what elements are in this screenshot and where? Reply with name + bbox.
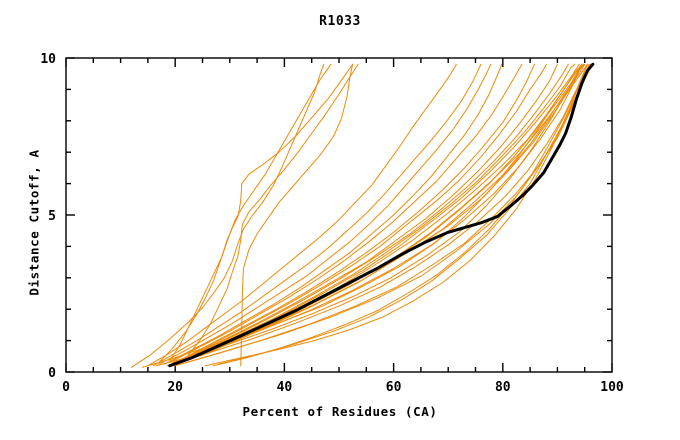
series-line	[131, 63, 325, 368]
y-tick-label: 0	[48, 366, 56, 381]
y-tick-label: 5	[48, 209, 56, 224]
series-line	[174, 63, 535, 364]
data-series-group	[131, 62, 595, 368]
series-line	[141, 63, 583, 368]
series-line	[180, 63, 588, 365]
y-tick-label: 10	[40, 52, 56, 67]
x-axis-ticks	[65, 58, 613, 372]
x-tick-label: 60	[386, 380, 402, 395]
series-line	[177, 63, 547, 362]
series-line	[166, 63, 588, 367]
series-line	[204, 63, 591, 367]
series-line	[158, 63, 332, 364]
series-line	[168, 62, 595, 368]
series-line	[169, 63, 354, 362]
x-tick-label: 80	[495, 380, 511, 395]
series-line	[169, 63, 523, 364]
series-line	[163, 63, 503, 365]
series-line	[188, 63, 580, 359]
series-line	[218, 63, 594, 365]
x-tick-label: 0	[62, 380, 70, 395]
series-line	[199, 63, 586, 357]
series-line	[171, 63, 583, 364]
series-line	[185, 63, 359, 359]
x-axis-tick-labels: 0 20 40 60 80 100	[62, 380, 624, 395]
series-line	[152, 63, 482, 367]
x-tick-label: 40	[277, 380, 293, 395]
x-axis-label: Percent of Residues (CA)	[242, 404, 438, 419]
page-title: R1033	[319, 14, 361, 29]
x-tick-label: 20	[167, 380, 183, 395]
series-line	[182, 63, 569, 360]
series-line	[155, 63, 585, 367]
y-axis-ticks	[66, 57, 612, 373]
series-line	[180, 63, 558, 362]
series-line	[158, 63, 492, 365]
series-line	[147, 63, 457, 367]
series-line	[212, 63, 592, 367]
x-tick-label: 100	[600, 380, 624, 395]
series-line	[185, 63, 576, 360]
series-line	[240, 63, 354, 367]
y-axis-tick-labels: 0 5 10	[40, 52, 56, 381]
plot-frame	[65, 57, 613, 373]
